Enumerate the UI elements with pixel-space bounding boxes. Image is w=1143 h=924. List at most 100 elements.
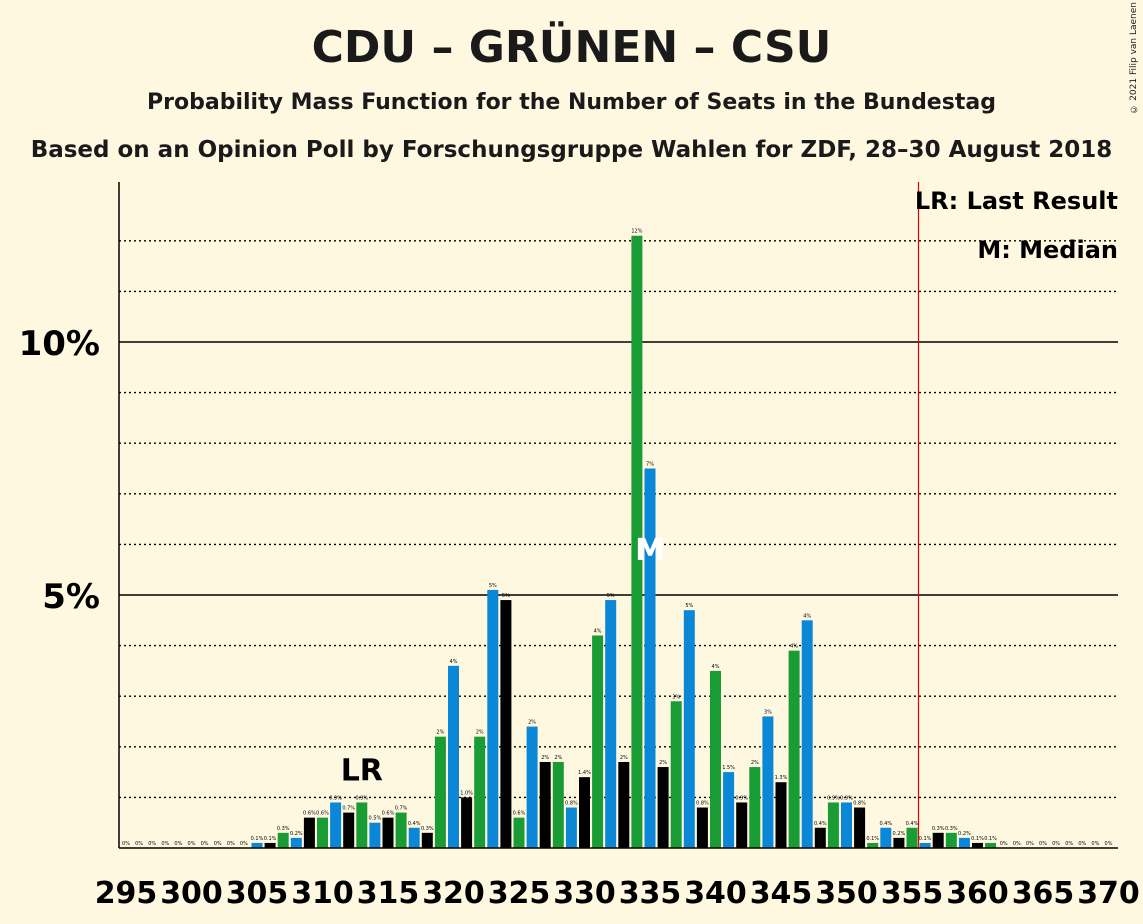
bar-value-label: 0.8%: [853, 801, 866, 807]
bar: [461, 797, 473, 848]
bar-value-label: 7%: [646, 462, 654, 468]
bar-value-label: 5%: [685, 603, 693, 609]
legend-median: M: Median: [977, 236, 1118, 264]
bar-value-label: 0.4%: [879, 821, 892, 827]
bar-value-label: 0%: [1078, 841, 1086, 847]
bar: [369, 822, 381, 848]
bar: [906, 827, 918, 848]
bar: [919, 842, 931, 848]
bar-value-label: 1.0%: [460, 790, 473, 796]
bar: [539, 761, 551, 848]
bar-value-label: 4%: [712, 664, 720, 670]
bar: [958, 837, 970, 848]
bar-value-label: 3%: [672, 694, 680, 700]
bar-value-label: 0%: [1000, 841, 1008, 847]
x-tick-label: 350: [815, 876, 878, 911]
bar-value-label: 0%: [1065, 841, 1073, 847]
bar: [880, 827, 892, 848]
bar-value-label: 0.5%: [369, 816, 382, 822]
bar-value-label: 0.7%: [395, 806, 408, 812]
bar-value-label: 5%: [607, 593, 615, 599]
bar-value-label: 0.3%: [277, 826, 290, 832]
bar-value-label: 5%: [489, 583, 497, 589]
bar-value-label: 0.4%: [814, 821, 827, 827]
bar: [579, 777, 590, 848]
bar-value-label: 0%: [1013, 841, 1021, 847]
bar: [474, 736, 486, 848]
bar: [775, 782, 787, 848]
bar: [290, 837, 302, 848]
bar: [565, 807, 577, 848]
bar: [408, 827, 420, 848]
bar: [867, 842, 879, 848]
bar-value-label: 12%: [631, 229, 642, 235]
bar-value-label: 0.4%: [408, 821, 421, 827]
bar: [526, 726, 538, 848]
bar-value-label: 0.1%: [919, 836, 932, 842]
bar: [356, 802, 368, 848]
bar: [251, 842, 263, 848]
x-tick-label: 370: [1077, 876, 1140, 911]
bar: [343, 812, 355, 848]
bar: [985, 842, 997, 848]
bar-value-label: 0%: [188, 841, 196, 847]
bar-value-label: 0.2%: [958, 831, 971, 837]
bar-value-label: 2%: [541, 755, 549, 761]
bar: [317, 817, 328, 848]
bar: [670, 701, 682, 848]
bar: [277, 832, 289, 848]
bar-value-label: 0.1%: [971, 836, 984, 842]
bar-value-label: 2%: [436, 730, 444, 736]
x-tick-label: 305: [226, 876, 289, 911]
median-marker: M: [635, 533, 665, 568]
bar: [854, 807, 866, 848]
bar-value-label: 4%: [450, 659, 458, 665]
bar-value-label: 0%: [1105, 841, 1113, 847]
bar-value-label: 0.6%: [382, 811, 395, 817]
bar: [841, 802, 852, 848]
chart-title: CDU – GRÜNEN – CSU: [311, 22, 832, 73]
bar: [448, 665, 459, 848]
bar-value-label: 4%: [803, 613, 811, 619]
chart-subtitle: Probability Mass Function for the Number…: [147, 90, 996, 115]
bar: [421, 832, 433, 848]
bar-value-label: 0%: [201, 841, 209, 847]
bar: [736, 802, 748, 848]
bar-value-label: 4%: [594, 628, 602, 634]
bar-value-label: 0.2%: [893, 831, 906, 837]
bar: [592, 635, 604, 848]
bar-value-label: 2%: [554, 755, 562, 761]
bar-value-label: 0.3%: [421, 826, 434, 832]
bar-value-label: 1.4%: [578, 770, 591, 776]
bar: [696, 807, 708, 848]
bar: [330, 802, 342, 848]
bar-value-label: 2%: [528, 720, 536, 726]
x-tick-label: 300: [160, 876, 223, 911]
bar-value-label: 0%: [1039, 841, 1047, 847]
x-tick-label: 355: [881, 876, 944, 911]
bar: [264, 842, 276, 848]
x-tick-label: 295: [95, 876, 158, 911]
bar: [723, 772, 735, 848]
bar-value-label: 2%: [659, 760, 667, 766]
bar-value-label: 2%: [751, 760, 759, 766]
bar-value-label: 0.2%: [290, 831, 303, 837]
bar: [710, 670, 721, 848]
x-tick-label: 335: [619, 876, 682, 911]
bar: [631, 235, 643, 849]
last-result-marker: LR: [341, 753, 383, 788]
bar-value-label: 1.5%: [722, 765, 735, 771]
y-tick-label: 5%: [42, 577, 100, 617]
bar-value-label: 0.8%: [696, 801, 709, 807]
bar-value-label: 0.1%: [984, 836, 997, 842]
bar-value-label: 0.8%: [565, 801, 578, 807]
bar: [827, 802, 839, 848]
x-tick-label: 310: [291, 876, 354, 911]
bar-value-label: 0.9%: [735, 795, 748, 801]
bar-value-label: 0.1%: [866, 836, 879, 842]
x-tick-label: 345: [750, 876, 813, 911]
bar-value-label: 0%: [214, 841, 222, 847]
bar-value-label: 2%: [620, 755, 628, 761]
bar-value-label: 0.3%: [932, 826, 945, 832]
